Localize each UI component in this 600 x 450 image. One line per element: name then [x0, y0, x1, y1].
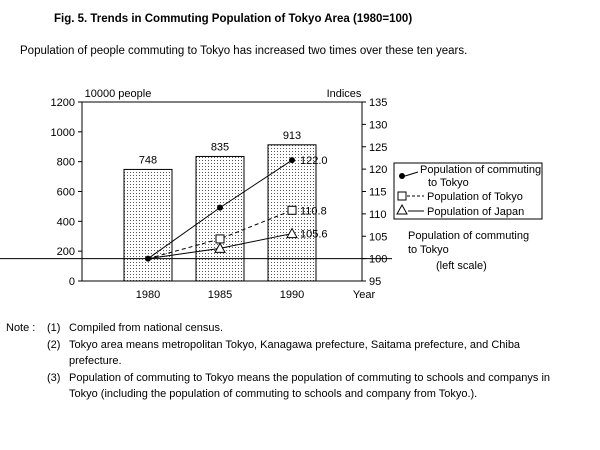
legend-marker-circle	[399, 173, 405, 179]
left-axis-label: 10000 people	[85, 88, 152, 100]
x-tick-label: 1985	[208, 289, 232, 301]
note-number: (3)	[47, 372, 61, 384]
right-tick-label: 105	[369, 231, 387, 243]
note-number: (2)	[47, 339, 61, 351]
right-axis-label: Indices	[327, 88, 362, 100]
bar-note-text: to Tokyo	[408, 244, 449, 256]
line-point-triangle	[214, 242, 226, 253]
line-origin-point	[145, 255, 151, 262]
commuting-chart: 10000 people Indices Year 0 200 400 600 800 1000…	[0, 88, 543, 301]
bar	[195, 155, 245, 282]
notes-label: Note :	[6, 322, 36, 334]
left-tick-label: 600	[57, 187, 75, 199]
left-tick-label: 1200	[51, 97, 75, 109]
left-tick-label: 200	[57, 246, 75, 258]
line-point-square	[287, 205, 297, 215]
note-text: Population of commuting to Tokyo means t…	[69, 372, 551, 400]
right-tick-label: 100	[369, 254, 387, 266]
right-tick-label: 130	[369, 119, 387, 131]
line-point-circle	[217, 204, 223, 211]
left-tick-label: 400	[57, 216, 75, 228]
legend-box	[393, 162, 543, 220]
legend-line	[404, 171, 419, 177]
line-point-circle	[289, 157, 295, 164]
bar-value-label: 748	[139, 154, 157, 166]
x-axis-label: Year	[353, 289, 376, 301]
right-tick-label: 115	[369, 187, 387, 199]
line-point-square	[215, 234, 225, 244]
note-text: Tokyo area means metropolitan Tokyo, Kan…	[69, 339, 521, 367]
bar	[123, 168, 173, 282]
right-tick-label: 110	[369, 209, 387, 221]
bar-note-text: (left scale)	[436, 260, 487, 272]
legend-label: Population of commuting	[420, 164, 541, 176]
bar-note-text: Population of commuting	[408, 230, 529, 242]
series-end-label: 110.8	[300, 205, 327, 217]
series-end-label: 122.0	[300, 155, 328, 167]
right-tick-label: 120	[369, 164, 387, 176]
bar-value-label: 835	[211, 141, 229, 153]
legend-label: to Tokyo	[428, 177, 469, 189]
right-tick-label: 135	[369, 97, 387, 109]
legend-marker-triangle	[396, 203, 408, 215]
right-tick-label: 125	[369, 142, 387, 154]
legend-label: Population of Japan	[427, 206, 524, 218]
figure-subtitle: Population of people commuting to Tokyo …	[20, 45, 468, 57]
series-line	[147, 209, 293, 260]
note-number: (1)	[47, 322, 61, 334]
legend-marker-square	[397, 191, 407, 201]
x-tick-label: 1990	[280, 289, 304, 301]
left-tick-label: 800	[57, 157, 75, 169]
bar-value-label: 913	[283, 130, 301, 142]
figure-title: Fig. 5. Trends in Commuting Population o…	[54, 13, 413, 25]
series-end-label: 105.6	[300, 229, 328, 241]
left-tick-label: 0	[69, 276, 75, 288]
line-point-triangle	[286, 227, 298, 239]
legend-label: Population of Tokyo	[427, 191, 523, 203]
left-tick-label: 1000	[51, 127, 75, 139]
right-tick-label: 95	[369, 276, 381, 288]
x-tick-label: 1980	[136, 289, 160, 301]
note-text: Compiled from national census.	[69, 322, 224, 334]
